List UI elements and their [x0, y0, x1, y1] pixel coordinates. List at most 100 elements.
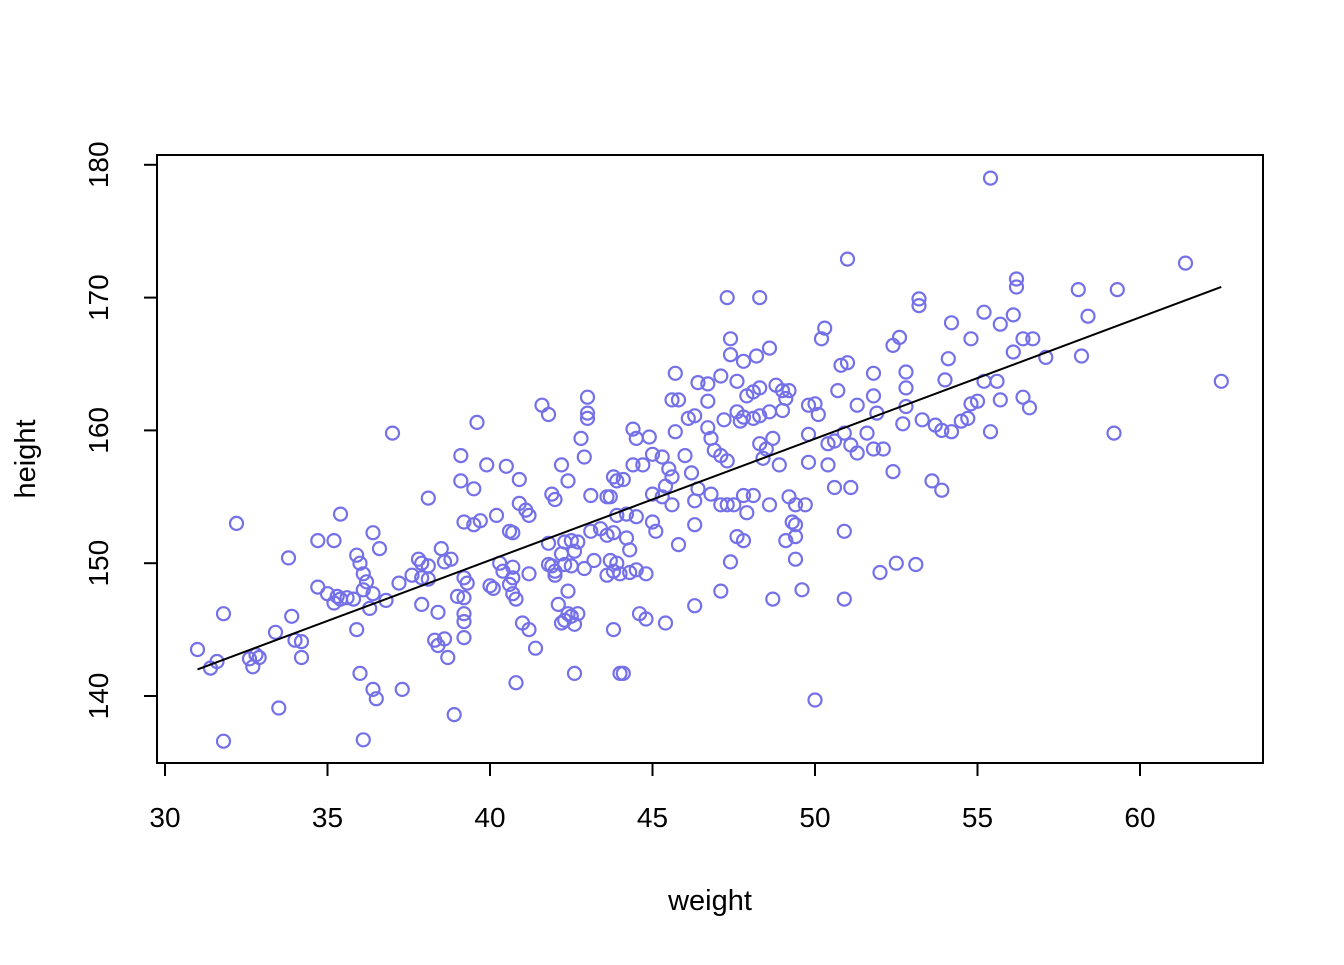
data-point	[836, 523, 852, 539]
data-point	[498, 458, 514, 474]
data-point	[576, 449, 592, 465]
data-point	[722, 331, 739, 347]
data-point	[557, 612, 573, 628]
data-point	[355, 732, 371, 748]
data-point	[579, 405, 596, 421]
x-tick-label: 40	[474, 802, 505, 833]
plot-frame	[156, 154, 1264, 764]
data-point	[521, 507, 537, 524]
y-tick-label: 170	[83, 274, 114, 321]
data-point	[774, 402, 791, 419]
data-point	[583, 487, 599, 504]
data-point	[602, 489, 618, 505]
data-point	[683, 465, 700, 481]
data-point	[719, 453, 735, 469]
data-point	[440, 649, 456, 666]
data-point	[579, 410, 596, 426]
data-point	[339, 590, 355, 606]
data-point	[794, 582, 810, 598]
data-point	[752, 408, 768, 424]
data-point	[553, 457, 570, 473]
data-point	[787, 517, 804, 533]
data-point	[628, 562, 644, 578]
y-axis-label: height	[10, 419, 42, 498]
data-point	[771, 457, 787, 473]
data-point	[566, 665, 583, 682]
data-point	[391, 575, 407, 591]
data-point	[511, 471, 527, 488]
data-point	[449, 588, 466, 605]
data-point	[527, 640, 544, 656]
data-point	[992, 392, 1008, 408]
data-point	[713, 368, 729, 384]
y-tick-label: 180	[83, 141, 114, 188]
data-point	[1080, 308, 1096, 324]
data-point	[654, 449, 670, 465]
points-layer	[189, 170, 1229, 749]
x-axis: 30 35 40 45 50 55 60	[149, 763, 1156, 833]
data-point	[982, 424, 999, 440]
data-point	[326, 595, 342, 611]
data-point	[885, 337, 901, 353]
data-point	[505, 570, 521, 586]
data-point	[547, 567, 563, 583]
data-point	[251, 649, 267, 666]
data-point	[310, 532, 326, 549]
data-point	[365, 586, 381, 602]
data-point	[914, 412, 930, 428]
data-point	[820, 457, 836, 473]
data-point	[687, 598, 703, 614]
data-point	[800, 397, 817, 413]
data-point	[807, 396, 823, 412]
data-point	[453, 473, 469, 489]
data-point	[719, 290, 735, 306]
data-point	[625, 457, 641, 473]
data-point	[384, 425, 401, 441]
data-point	[472, 513, 488, 529]
data-point	[722, 347, 739, 363]
data-point	[1177, 255, 1194, 271]
data-point	[508, 591, 524, 607]
y-tick-label: 150	[83, 540, 114, 587]
data-point	[332, 506, 349, 522]
data-point	[365, 525, 381, 541]
data-point	[625, 421, 641, 437]
data-point	[735, 532, 752, 549]
data-point	[1008, 271, 1025, 287]
data-point	[635, 457, 651, 473]
data-point	[934, 422, 950, 438]
data-point	[271, 700, 287, 716]
data-point	[898, 380, 914, 396]
data-point	[885, 464, 901, 480]
data-point	[937, 372, 953, 388]
data-point	[521, 621, 537, 638]
data-point	[293, 633, 310, 650]
data-point	[839, 251, 856, 267]
data-point	[280, 550, 297, 566]
x-tick-label: 50	[799, 802, 830, 833]
data-point	[739, 505, 755, 521]
data-point	[963, 331, 979, 347]
data-point	[716, 412, 732, 428]
data-point	[940, 351, 956, 367]
data-point	[456, 590, 472, 606]
data-point	[446, 706, 462, 723]
data-point	[456, 613, 472, 630]
data-point	[735, 353, 752, 369]
data-point	[605, 525, 622, 541]
data-point	[784, 514, 800, 530]
data-point	[215, 733, 232, 749]
data-point	[433, 540, 449, 557]
data-point	[488, 507, 505, 524]
data-point	[1109, 282, 1125, 298]
data-point	[849, 397, 865, 413]
data-point	[687, 493, 703, 509]
data-point	[778, 532, 794, 549]
data-point	[293, 649, 310, 666]
data-point	[1038, 349, 1054, 365]
data-point	[826, 433, 843, 449]
data-point	[443, 551, 459, 567]
data-point	[394, 681, 410, 698]
data-point	[479, 457, 495, 473]
